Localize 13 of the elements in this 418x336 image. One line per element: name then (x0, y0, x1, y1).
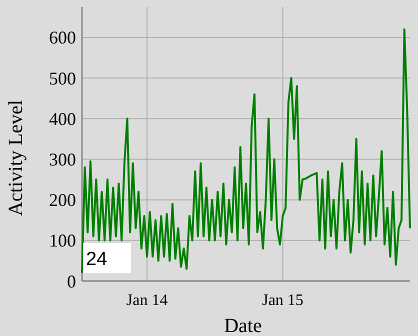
y-tick-label: 600 (49, 28, 76, 48)
y-tick-label: 400 (49, 108, 76, 129)
y-tick-label: 200 (49, 190, 76, 210)
y-tick-label: 0 (67, 271, 76, 292)
x-axis-title: Date (224, 315, 262, 336)
x-tick-label: Jan 15 (262, 292, 304, 309)
x-tick-label: Jan 14 (126, 292, 168, 309)
line-series (81, 28, 411, 274)
y-tick-label: 500 (49, 68, 76, 88)
y-tick-label: 300 (49, 150, 76, 170)
y-axis-title: Activity Level (5, 100, 27, 216)
annotation: 24 (86, 249, 108, 270)
y-tick-label: 100 (49, 230, 76, 251)
